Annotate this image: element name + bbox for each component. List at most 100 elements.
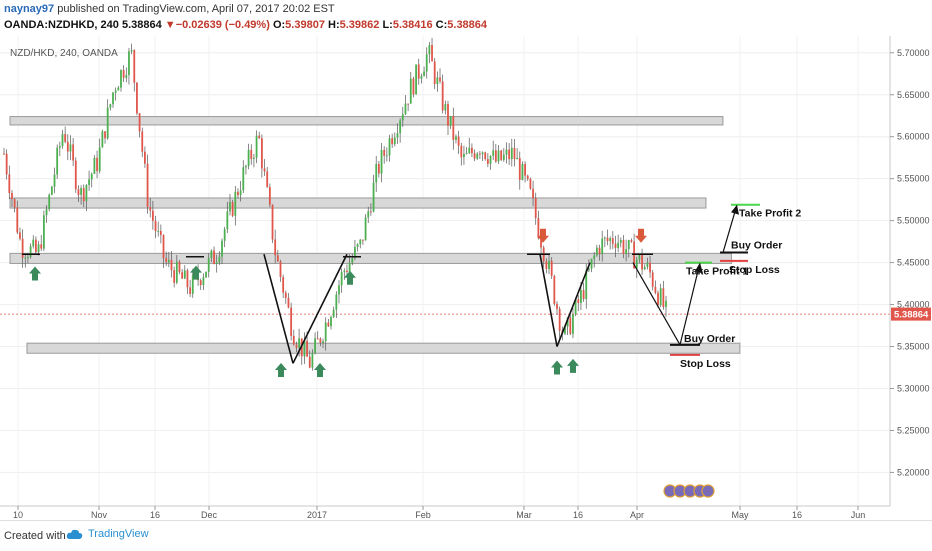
candle-body (508, 149, 511, 160)
candle-body (516, 157, 519, 160)
support-resistance-zones (9, 116, 741, 354)
candle-body (282, 276, 285, 293)
candle-body (603, 237, 606, 239)
open-label: O: (272, 19, 286, 31)
candle-body (587, 268, 590, 271)
candle-body (61, 134, 64, 147)
candle-body (213, 250, 215, 265)
candle-body (178, 261, 181, 273)
candle-body (548, 260, 550, 269)
up-arrow-icon (567, 358, 579, 373)
candle-body (66, 141, 69, 152)
candle-body (90, 173, 93, 180)
candle-body (298, 338, 301, 348)
candle-body (393, 137, 396, 145)
candle-body (500, 150, 503, 160)
candle-body (19, 232, 21, 239)
annotation-label: Buy Order (731, 240, 782, 252)
y-tick-label: 5.25000 (897, 425, 930, 435)
candle-body (481, 152, 484, 155)
candle-body (112, 92, 114, 105)
change-value: −0.02639 (−0.49%) (175, 19, 270, 31)
candle-body (98, 147, 101, 172)
candle-body (492, 150, 495, 156)
candle-body (274, 239, 277, 256)
up-arrow-icon (314, 363, 326, 378)
candle-body (330, 316, 332, 327)
zone-rect (9, 252, 732, 264)
candle-body (505, 149, 508, 155)
candle-body (210, 250, 213, 258)
candle-body (165, 258, 168, 263)
x-tick-label: 16 (573, 510, 583, 520)
candle-body (417, 64, 420, 79)
candle-body (130, 50, 133, 52)
candle-body (572, 314, 574, 334)
candle-body (385, 155, 388, 157)
candle-body (88, 179, 90, 186)
candle-body (407, 103, 410, 105)
candle-body (191, 274, 194, 294)
y-tick-label: 5.40000 (897, 300, 930, 310)
candle-body (266, 171, 269, 188)
candle-body (633, 241, 635, 269)
candle-body (348, 262, 351, 272)
candle-body (141, 131, 144, 152)
ohlc-line: OANDA:NZDHKD, 240 5.38864 ▼−0.02639 (−0.… (4, 19, 487, 31)
candle-body (457, 136, 460, 146)
down-arrow-icon (537, 228, 549, 243)
candle-body (646, 262, 649, 268)
candle-body (625, 249, 628, 254)
candle-body (104, 131, 106, 139)
up-arrow-icon (190, 265, 202, 280)
candle-body (223, 229, 226, 241)
candle-body (401, 114, 404, 121)
footer: Created with TradingView (0, 520, 932, 551)
candle-body (202, 277, 205, 286)
x-tick-label: May (731, 510, 749, 520)
candle-body (32, 239, 35, 247)
candle-body (558, 308, 561, 331)
candle-body (247, 149, 250, 166)
author-link[interactable]: naynay97 (4, 3, 55, 15)
y-tick-label: 5.20000 (897, 467, 930, 477)
high-value: 5.39862 (339, 19, 380, 31)
candle-body (364, 217, 367, 241)
candle-body (13, 199, 16, 208)
candle-body (569, 317, 572, 334)
candle-body (529, 178, 532, 189)
candle-body (316, 338, 319, 340)
candle-body (157, 230, 160, 232)
y-tick-label: 5.65000 (897, 90, 930, 100)
candle-body (391, 138, 394, 145)
candle-body (122, 70, 125, 78)
price-axis[interactable]: 5.20000 5.25000 5.30000 5.35000 5.40000 5.450… (890, 48, 930, 478)
x-tick-label: Dec (201, 510, 218, 520)
candle-body (128, 51, 130, 76)
candle-body (441, 81, 444, 111)
candle-body (16, 207, 19, 233)
candle-body (93, 157, 96, 174)
time-axis[interactable]: 10 Nov 16 Dec 2017 Feb Mar 16 Apr May 16 Jun (13, 506, 865, 520)
tradingview-logo[interactable]: TradingView (66, 527, 149, 541)
zone-rect (26, 342, 741, 354)
candle-body (566, 317, 569, 327)
chart-title: NZD/HKD, 240, OANDA (10, 48, 118, 59)
candle-body (380, 149, 383, 174)
candle-body (58, 146, 61, 148)
candle-body (428, 45, 431, 55)
candle-body (50, 186, 53, 195)
candle-body (415, 64, 417, 95)
publish-line: naynay97 published on TradingView.com, A… (4, 3, 335, 15)
y-tick-label: 5.30000 (897, 384, 930, 394)
event-circle-icon (701, 484, 715, 498)
candle-body (56, 147, 59, 175)
down-triangle-icon: ▼ (164, 19, 176, 31)
candle-body (455, 136, 457, 140)
candle-body (614, 243, 617, 248)
candle-body (237, 191, 239, 196)
candle-body (27, 257, 29, 259)
candle-body (425, 54, 428, 72)
